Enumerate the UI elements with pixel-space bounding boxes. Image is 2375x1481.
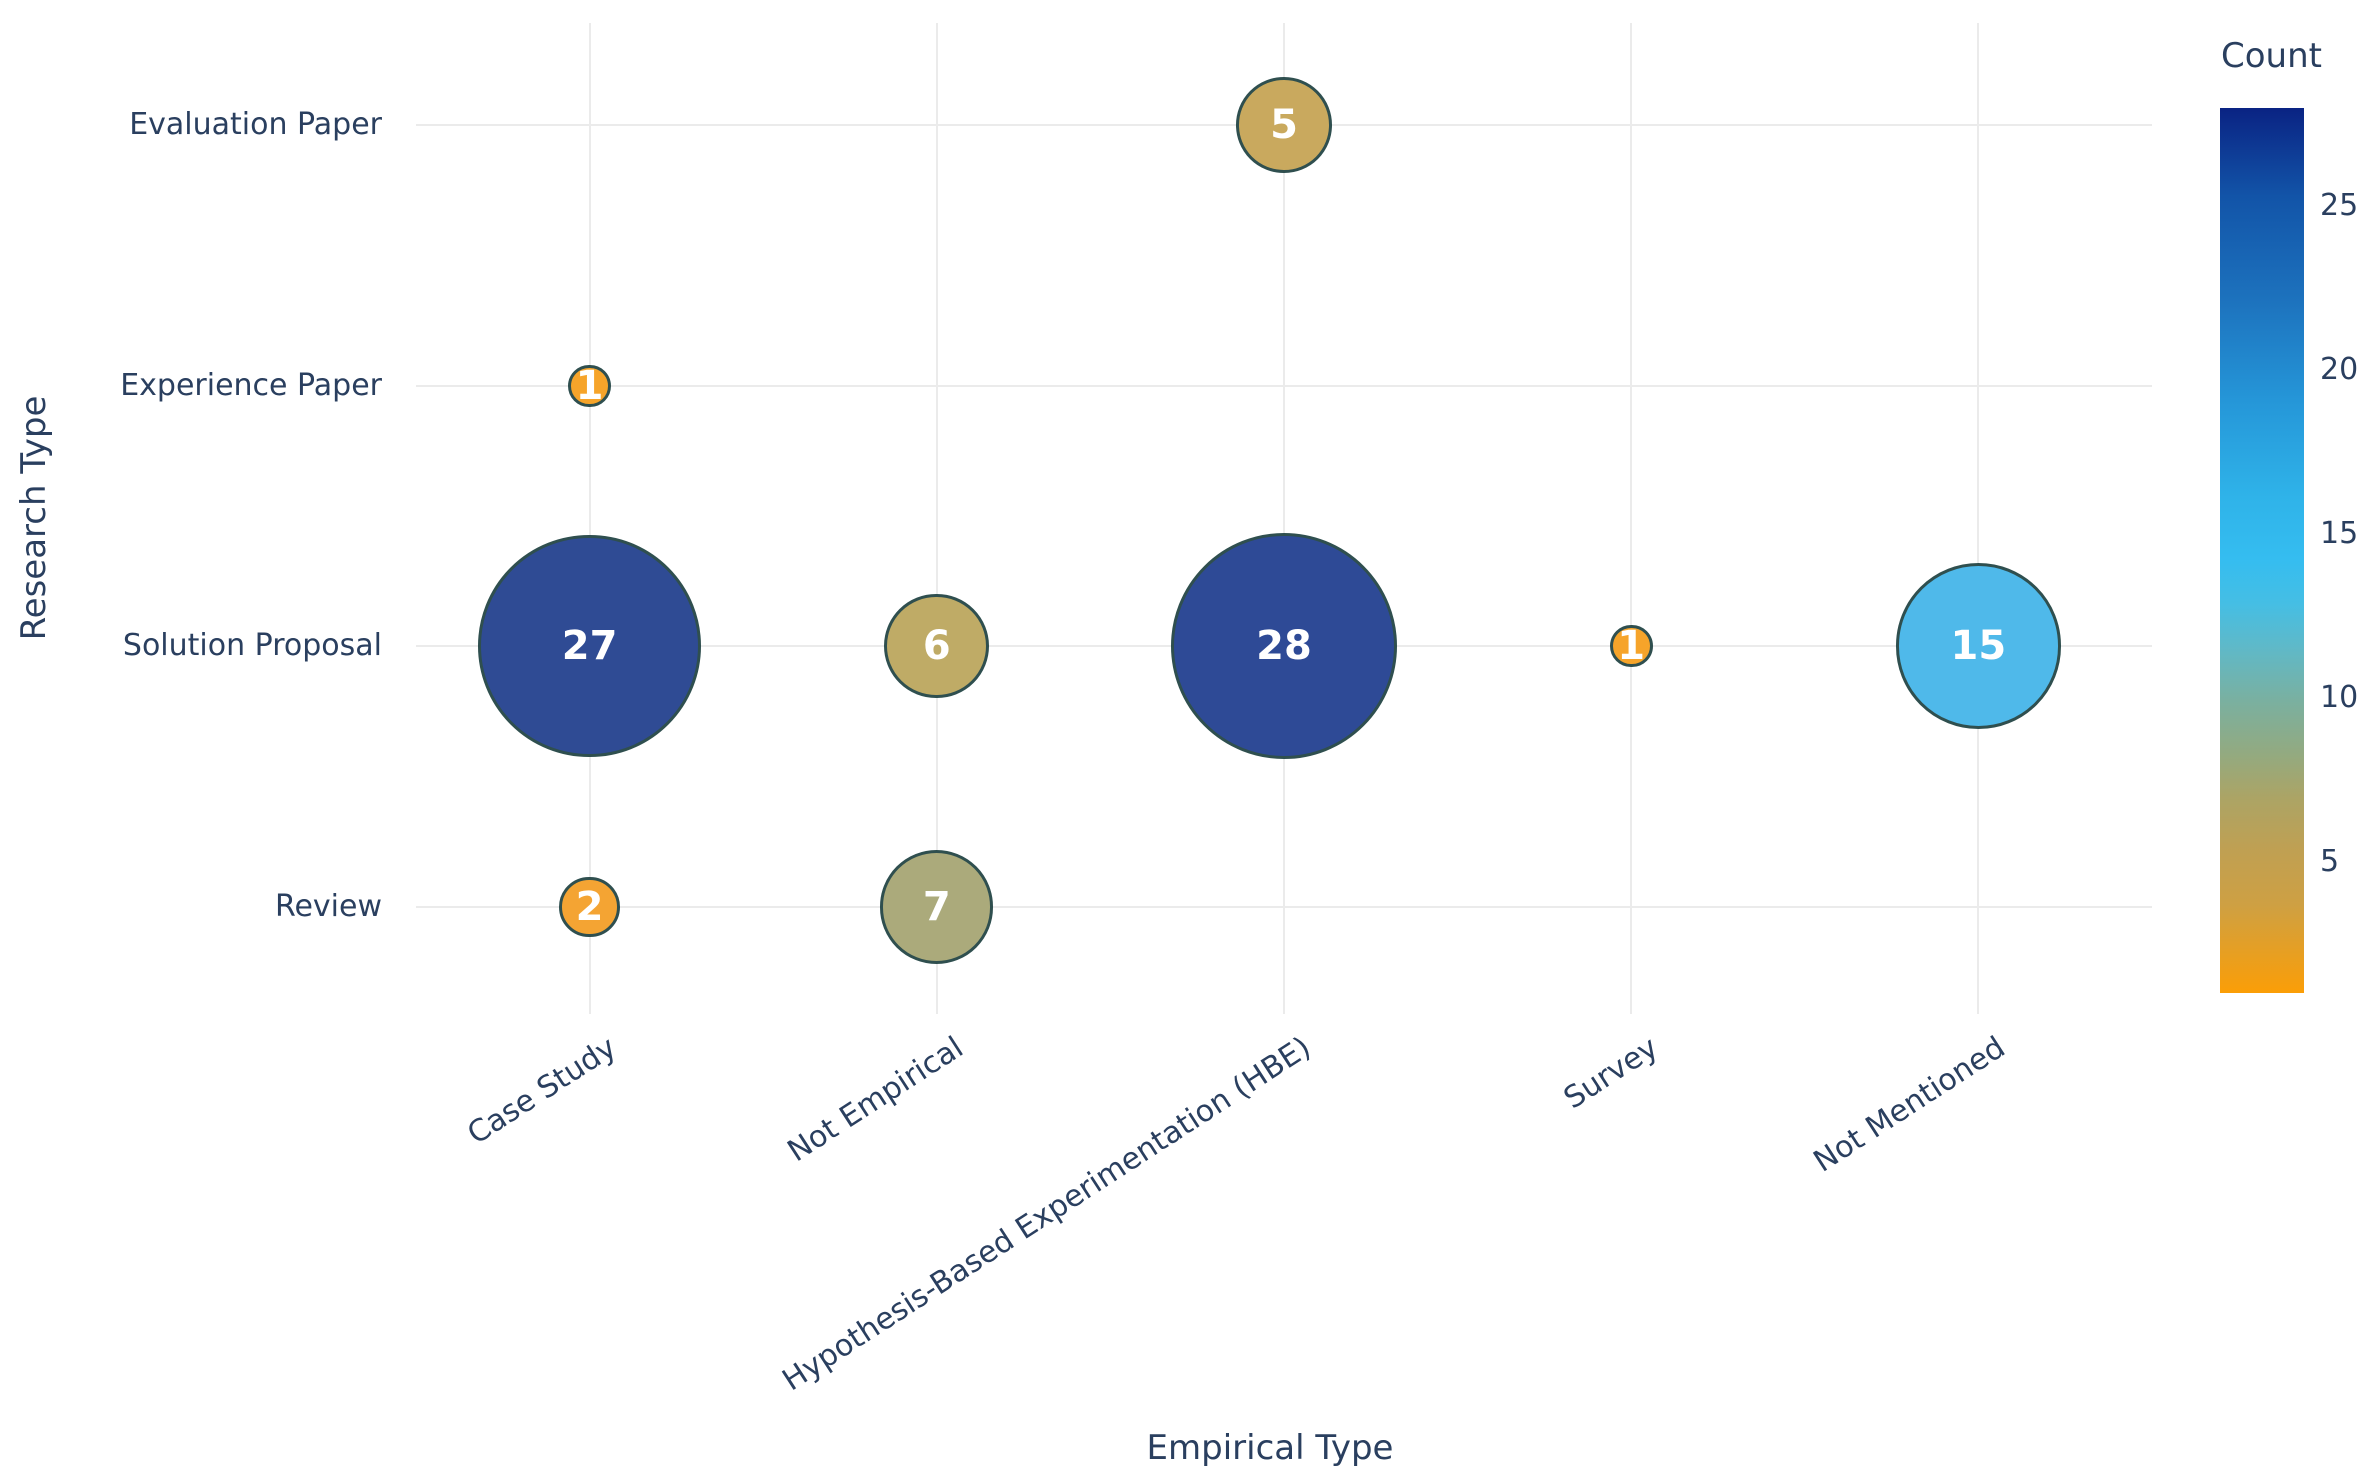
data-bubble[interactable]: 1 bbox=[568, 363, 611, 409]
x-gridline bbox=[588, 23, 591, 1014]
x-axis-title: Empirical Type bbox=[1146, 1428, 1394, 1468]
data-bubble[interactable]: 2 bbox=[559, 876, 620, 938]
y-gridline bbox=[416, 385, 2152, 387]
bubble-count-label: 1 bbox=[1617, 623, 1646, 669]
colorbar-tick-label: 20 bbox=[2320, 352, 2359, 388]
y-tick-label: Review bbox=[274, 889, 382, 924]
bubble-count-label: 2 bbox=[575, 883, 604, 930]
x-tick-label: Case Study bbox=[461, 1030, 623, 1152]
x-tick-label: Survey bbox=[1557, 1030, 1665, 1117]
x-tick-label: Not Mentioned bbox=[1807, 1030, 2012, 1180]
x-gridline bbox=[1977, 23, 1980, 1014]
data-bubble[interactable]: 7 bbox=[880, 850, 994, 964]
x-tick-label: Hypothesis-Based Experimentation (HBE) bbox=[776, 1030, 1318, 1399]
colorbar-title: Count bbox=[2221, 36, 2322, 76]
y-tick-label: Experience Paper bbox=[120, 368, 382, 403]
bubble-count-label: 1 bbox=[575, 363, 604, 409]
bubble-count-label: 7 bbox=[922, 883, 951, 930]
bubble-count-label: 15 bbox=[1950, 622, 2007, 669]
data-bubble[interactable]: 6 bbox=[884, 593, 990, 699]
colorbar-tick-label: 25 bbox=[2320, 188, 2359, 224]
data-bubble[interactable]: 28 bbox=[1170, 532, 1398, 760]
x-gridline bbox=[1283, 23, 1285, 1014]
data-bubble[interactable]: 5 bbox=[1236, 77, 1332, 173]
x-tick-label: Not Empirical bbox=[781, 1030, 970, 1170]
data-bubble[interactable]: 15 bbox=[1895, 563, 2062, 729]
y-tick-label: Evaluation Paper bbox=[129, 107, 382, 142]
x-gridline bbox=[935, 23, 938, 1014]
data-bubble[interactable]: 27 bbox=[478, 534, 701, 758]
y-axis-title-text: Research Type bbox=[14, 395, 54, 641]
data-bubble[interactable]: 1 bbox=[1609, 623, 1653, 669]
y-tick-label: Solution Proposal bbox=[122, 628, 382, 663]
bubble-count-label: 27 bbox=[561, 622, 618, 669]
x-gridline bbox=[1630, 23, 1633, 1014]
colorbar-tick-label: 10 bbox=[2320, 680, 2359, 715]
bubble-count-label: 28 bbox=[1256, 622, 1312, 669]
y-gridline bbox=[416, 906, 2152, 908]
colorbar-tick-label: 15 bbox=[2320, 516, 2359, 552]
bubble-count-label: 5 bbox=[1270, 101, 1298, 148]
colorbar-gradient bbox=[2220, 108, 2304, 993]
bubble-count-label: 6 bbox=[922, 622, 951, 669]
colorbar-tick-label: 5 bbox=[2320, 843, 2340, 879]
